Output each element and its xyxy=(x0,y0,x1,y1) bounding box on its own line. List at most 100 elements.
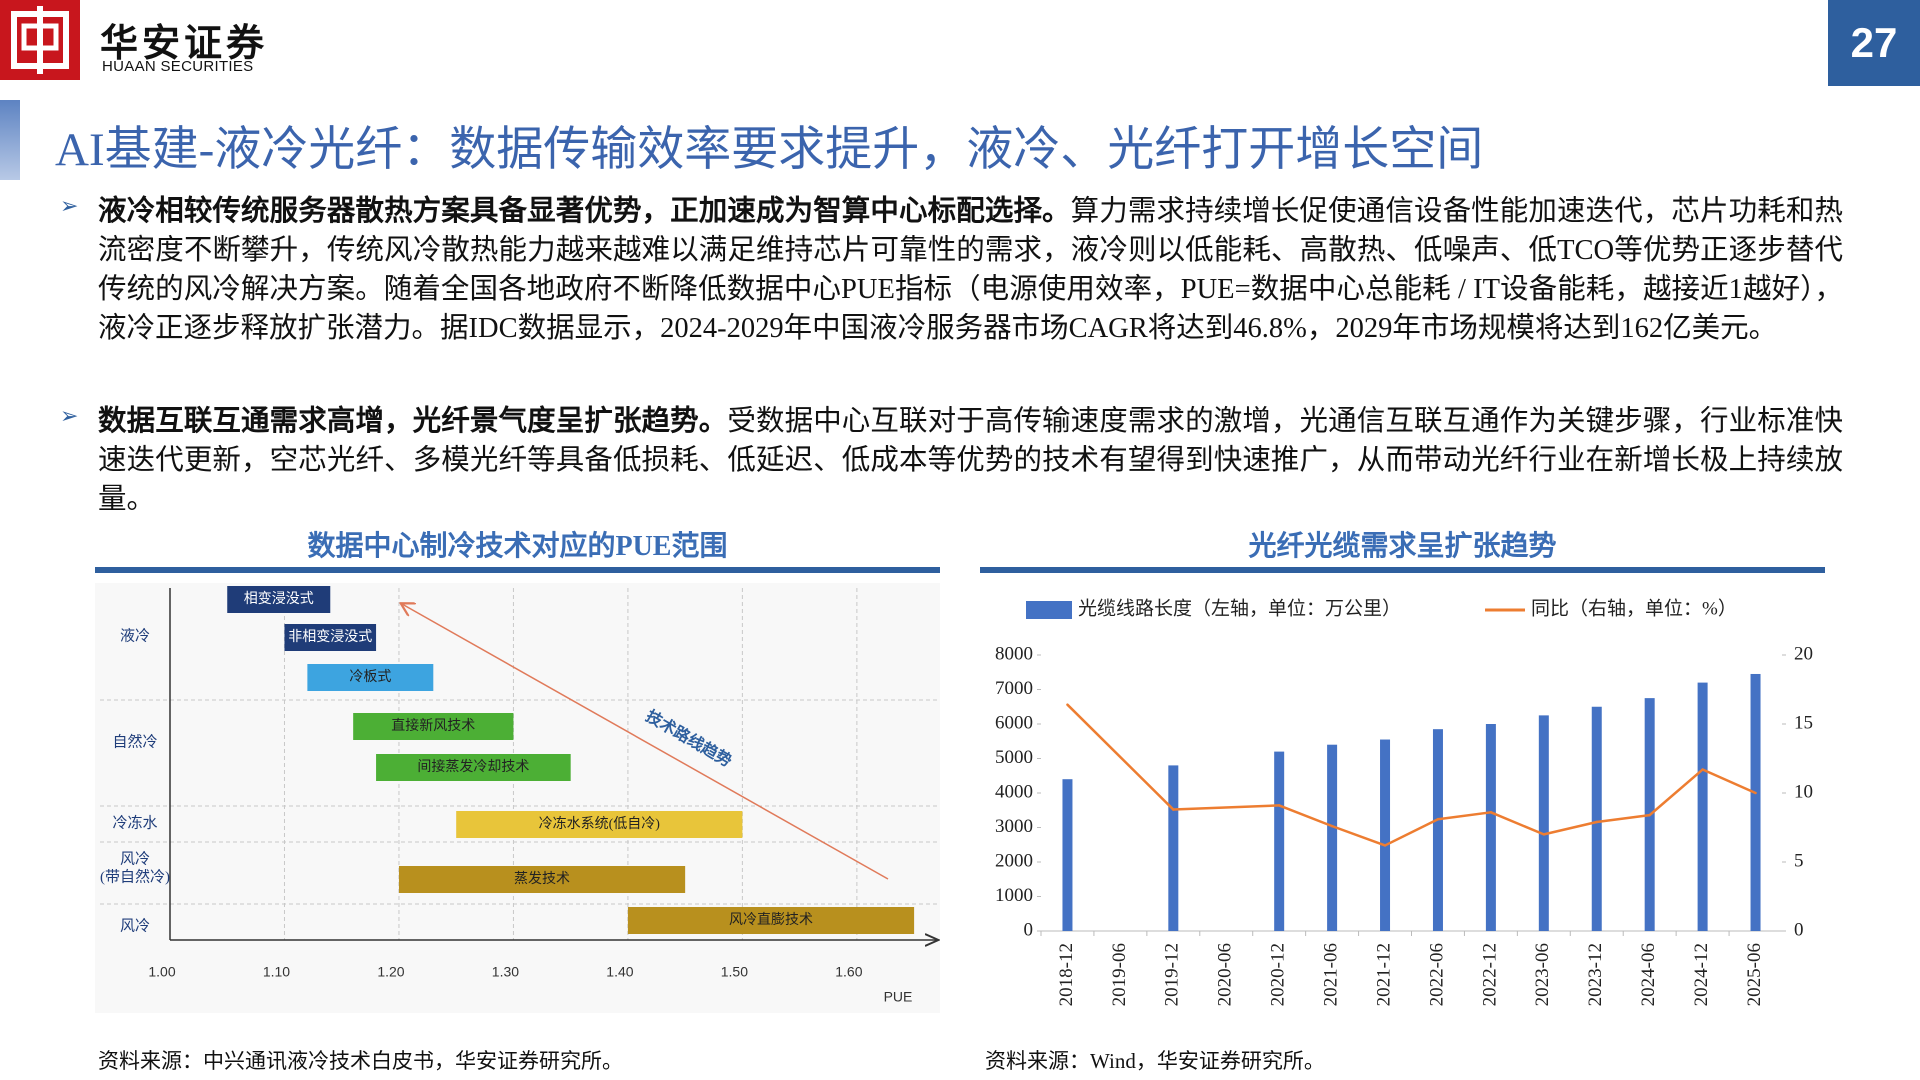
x-tick-label: 2022-06 xyxy=(1426,943,1447,1006)
bullet-icon: ➢ xyxy=(60,193,79,218)
logo-text: 华安证券 xyxy=(100,23,269,65)
title-underline xyxy=(980,567,1825,573)
x-tick-label: 1.60 xyxy=(835,964,862,980)
x-tick-label: 2023-06 xyxy=(1532,943,1553,1006)
x-tick-label: 2018-12 xyxy=(1056,943,1077,1006)
range-bar xyxy=(456,811,743,838)
bullet-body: 算力需求持续增长促使通信设备性能加速迭代，芯片功耗和热流密度不断攀升，传统风冷散… xyxy=(98,196,1843,344)
y-tick-label: 2000 xyxy=(995,850,1033,871)
line-segment xyxy=(1542,820,1598,836)
y-tick-label: 0 xyxy=(1024,919,1034,940)
x-tick-label: 2020-06 xyxy=(1215,943,1236,1006)
bar xyxy=(1274,751,1285,931)
line-segment xyxy=(1595,813,1651,824)
chart-title: 数据中心制冷技术对应的PUE范围 xyxy=(307,531,728,562)
y-tick-label: 1000 xyxy=(995,885,1033,906)
group-label: 风冷 xyxy=(120,850,150,867)
x-tick-label: 2019-06 xyxy=(1109,943,1130,1006)
bar xyxy=(1485,724,1496,931)
bar xyxy=(1750,673,1761,931)
bar-label: 冷板式 xyxy=(349,669,391,685)
y2-tick-label: 0 xyxy=(1794,919,1804,940)
x-tick-label: 2021-12 xyxy=(1373,943,1394,1006)
slide-title: AI基建-液冷光纤：数据传输效率要求提升，液冷、光纤打开增长空间 xyxy=(55,124,1484,176)
x-tick-label: 2024-12 xyxy=(1691,943,1712,1006)
x-tick-label: 2019-12 xyxy=(1162,943,1183,1006)
range-bar xyxy=(284,624,377,651)
line-segment xyxy=(1277,804,1334,828)
bar-label: 直接新风技术 xyxy=(391,717,475,734)
range-bar xyxy=(353,713,514,740)
x-axis-label: PUE xyxy=(884,989,913,1005)
trend-arrow xyxy=(402,604,889,880)
y2-tick-label: 10 xyxy=(1794,781,1813,802)
bar xyxy=(1432,729,1443,931)
bullet-text: 液冷相较传统服务器散热方案具备显著优势，正加速成为智算中心标配选择。算力需求持续… xyxy=(98,192,1843,348)
page-number: 27 xyxy=(1828,0,1920,86)
legend-label: 同比（右轴，单位：%） xyxy=(1531,597,1737,619)
logo-subtext: HUAAN SECURITIES xyxy=(102,58,254,75)
group-label: 风冷 xyxy=(120,917,150,934)
bar xyxy=(1591,706,1602,931)
range-bar xyxy=(627,907,915,934)
range-bar xyxy=(376,754,571,781)
chart-background xyxy=(95,583,940,1013)
x-tick-label: 2025-06 xyxy=(1744,943,1765,1006)
title-underline xyxy=(95,567,940,573)
y2-tick-label: 5 xyxy=(1794,850,1804,871)
x-tick-label: 2023-12 xyxy=(1585,943,1606,1006)
line-segment xyxy=(1172,804,1281,811)
x-tick-label: 1.40 xyxy=(606,964,633,980)
x-tick-label: 1.30 xyxy=(492,964,519,980)
bar xyxy=(1168,765,1179,931)
x-tick-label: 1.00 xyxy=(148,964,175,980)
bar-label: 非相变浸没式 xyxy=(288,629,372,645)
legend-label: 光缆线路长度（左轴，单位：万公里） xyxy=(1078,597,1401,619)
title-bar xyxy=(0,100,20,180)
bullet-bold: 数据互联互通需求高增，光纤景气度呈扩张趋势。 xyxy=(98,406,728,437)
line-segment xyxy=(1330,824,1387,847)
x-tick-label: 2020-12 xyxy=(1268,943,1289,1006)
bar-label: 蒸发技术 xyxy=(514,871,570,887)
bar xyxy=(1697,682,1708,931)
x-tick-label: 2024-06 xyxy=(1638,943,1659,1006)
line-segment xyxy=(1383,817,1440,847)
x-tick-label: 1.20 xyxy=(377,964,404,980)
bar xyxy=(1538,715,1549,931)
group-label: 液冷 xyxy=(120,627,150,644)
y-tick-label: 6000 xyxy=(995,712,1033,733)
range-bar xyxy=(307,664,434,691)
x-tick-label: 1.10 xyxy=(263,964,290,980)
y-tick-label: 7000 xyxy=(995,678,1033,699)
line-segment xyxy=(1066,703,1175,811)
group-label: 自然冷 xyxy=(112,733,157,750)
group-label: (带自然冷) xyxy=(100,868,170,885)
bar xyxy=(1062,779,1073,931)
y2-tick-label: 20 xyxy=(1794,643,1813,664)
logo-icon xyxy=(0,0,80,80)
range-bar xyxy=(398,866,686,893)
y-tick-label: 8000 xyxy=(995,643,1033,664)
bullet-body: 受数据中心互联对于高传输速度需求的激增，光通信互联互通作为关键步骤，行业标准快速… xyxy=(98,406,1843,515)
line-segment xyxy=(1489,811,1546,836)
bar xyxy=(1380,739,1391,931)
x-tick-label: 2021-06 xyxy=(1320,943,1341,1006)
bar-label: 风冷直膨技术 xyxy=(729,911,813,928)
x-tick-label: 2022-12 xyxy=(1479,943,1500,1006)
range-bar xyxy=(227,586,331,613)
bar-label: 相变浸没式 xyxy=(244,591,314,607)
x-tick-label: 1.50 xyxy=(721,964,748,980)
y-tick-label: 5000 xyxy=(995,747,1033,768)
y2-tick-label: 15 xyxy=(1794,712,1813,733)
line-segment xyxy=(1701,768,1757,795)
group-label: 冷冻水 xyxy=(112,813,157,831)
bar-label: 冷冻水系统(低自冷) xyxy=(539,815,661,832)
y-tick-label: 3000 xyxy=(995,816,1033,837)
line-segment xyxy=(1648,768,1704,817)
line-segment xyxy=(1436,811,1493,821)
bullet-text: 数据互联互通需求高增，光纤景气度呈扩张趋势。受数据中心互联对于高传输速度需求的激… xyxy=(98,402,1843,519)
chart-title: 光纤光缆需求呈扩张趋势 xyxy=(1248,531,1557,562)
bar-label: 间接蒸发冷却技术 xyxy=(417,758,529,775)
